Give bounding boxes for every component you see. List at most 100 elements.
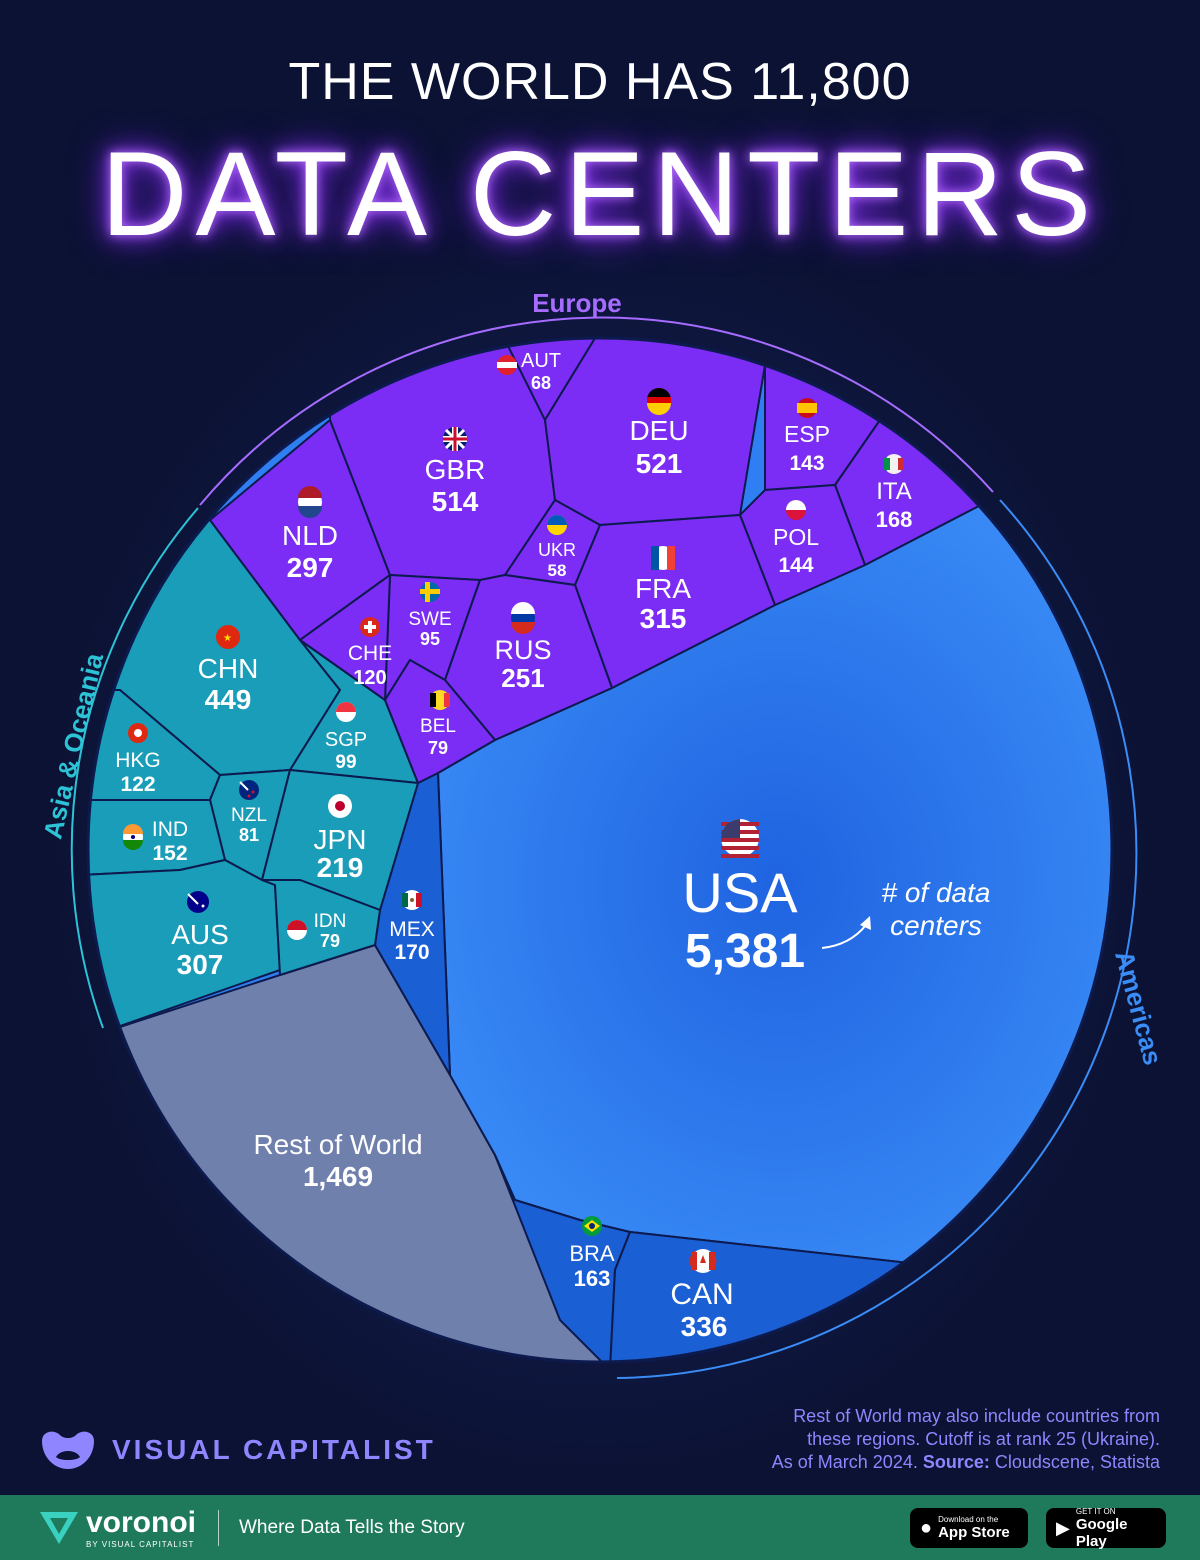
label-gbr-code: GBR (425, 454, 486, 485)
google-play-big: Google Play (1075, 1515, 1128, 1550)
label-usa-value: 5,381 (685, 925, 805, 978)
visual-capitalist-logo-icon (42, 1431, 94, 1469)
americas-arc (616, 499, 1138, 1379)
label-can-value: 336 (681, 1311, 728, 1342)
chart-outline (86, 336, 1114, 1364)
sgp-flag-icon (336, 702, 356, 722)
label-pol-code: POL (773, 524, 819, 550)
label-hkg-value: 122 (120, 773, 155, 796)
cell-fra (574, 514, 776, 689)
tagline: Where Data Tells the Story (239, 1516, 465, 1538)
asia-arc (70, 507, 199, 1029)
title-top: THE WORLD HAS 11,800 (288, 53, 912, 111)
label-rus-value: 251 (501, 663, 544, 693)
label-deu-code: DEU (629, 415, 688, 446)
region-label-europe: Europe (532, 288, 622, 318)
label-chn-value: 449 (205, 684, 252, 715)
label-ita-code: ITA (876, 478, 912, 505)
footnote-line2: these regions. Cutoff is at rank 25 (Ukr… (807, 1429, 1160, 1449)
app-store-button[interactable]: ● Download on the App Store (910, 1508, 1028, 1548)
annotation-line2: centers (890, 910, 982, 941)
label-nld-value: 297 (287, 552, 334, 583)
nzl-flag-icon (239, 780, 259, 800)
footnote-line3: As of March 2024. Source: Cloudscene, St… (690, 1451, 1160, 1474)
label-can-code: CAN (670, 1278, 733, 1311)
label-fra-code: FRA (635, 573, 691, 604)
jpn-flag-icon (328, 794, 352, 818)
bra-flag-icon (582, 1216, 602, 1236)
label-idn-value: 79 (320, 931, 340, 951)
label-esp-code: ESP (784, 421, 830, 447)
label-jpn-value: 219 (317, 852, 364, 883)
idn-flag-icon (287, 920, 307, 940)
voronoi-brand: voronoi BY VISUAL CAPITALIST (38, 1506, 196, 1549)
label-aus-value: 307 (177, 949, 224, 980)
label-fra-value: 315 (640, 603, 687, 634)
label-mex-code: MEX (389, 918, 435, 941)
footnote-source: Cloudscene, Statista (994, 1452, 1160, 1472)
title-main: DATA CENTERS (100, 127, 1100, 261)
label-rest-value: 1,469 (303, 1161, 373, 1192)
label-usa-code: USA (682, 861, 798, 924)
label-bel-value: 79 (428, 738, 448, 758)
aut-flag-icon (497, 355, 517, 375)
visual-capitalist-name: VISUAL CAPITALIST (112, 1434, 436, 1465)
label-bra-value: 163 (574, 1266, 611, 1291)
bel-flag-icon (430, 690, 450, 710)
gbr-flag-icon (443, 427, 467, 451)
label-nzl-code: NZL (231, 805, 267, 826)
region-label-americas: Americas (1109, 947, 1168, 1068)
label-rus-code: RUS (494, 635, 551, 665)
ukr-flag-icon (547, 515, 567, 535)
label-che-value: 120 (353, 667, 386, 689)
swe-flag-icon (420, 582, 440, 602)
europe-arc (199, 316, 994, 506)
label-sgp-code: SGP (325, 729, 367, 751)
ita-flag-icon (884, 454, 904, 474)
label-nzl-value: 81 (239, 825, 259, 845)
nld-flag-icon (298, 486, 322, 518)
footnote-line1: Rest of World may also include countries… (793, 1406, 1160, 1426)
label-hkg-code: HKG (115, 749, 161, 772)
label-aut-value: 68 (531, 373, 551, 393)
cell-idn (261, 879, 381, 976)
label-ind-value: 152 (152, 842, 187, 865)
label-rest-code: Rest of World (253, 1129, 422, 1160)
mex-flag-icon (402, 890, 422, 910)
label-sgp-value: 99 (335, 752, 356, 773)
label-bra-code: BRA (569, 1241, 615, 1266)
cell-bel (384, 659, 496, 784)
label-aut-code: AUT (521, 350, 561, 372)
voronoi-sub: BY VISUAL CAPITALIST (86, 1540, 195, 1549)
footnote: Rest of World may also include countries… (690, 1405, 1160, 1474)
label-mex-value: 170 (394, 941, 429, 964)
google-play-button[interactable]: ▶ GET IT ON Google Play (1046, 1506, 1166, 1550)
svg-text:★: ★ (223, 633, 232, 644)
label-chn-code: CHN (198, 653, 259, 684)
pol-flag-icon (786, 500, 806, 520)
footer-divider (218, 1509, 219, 1546)
app-store-big: App Store (938, 1524, 1010, 1541)
voronoi-name: voronoi (86, 1506, 196, 1539)
fra-flag-icon (651, 546, 675, 570)
annotation-arrowhead (860, 916, 871, 930)
chn-flag-icon: ★ (216, 625, 240, 649)
ind-flag-icon (123, 824, 143, 850)
label-che-code: CHE (348, 642, 392, 665)
label-ind-code: IND (152, 818, 188, 841)
annotation-line1: # of data (882, 877, 991, 908)
google-play-small: GET IT ON (1075, 1506, 1116, 1516)
aus-flag-icon (187, 891, 209, 913)
cell-che (299, 574, 391, 701)
google-play-icon: ▶ (1056, 1517, 1070, 1538)
footnote-date: As of March 2024. (771, 1452, 918, 1472)
can-flag-icon (689, 1249, 717, 1273)
footnote-source-label: Source: (922, 1452, 990, 1472)
annotation-arrow (821, 924, 867, 949)
label-ukr-code: UKR (538, 540, 576, 560)
label-deu-value: 521 (636, 448, 683, 479)
label-aus-code: AUS (171, 919, 229, 950)
label-ukr-value: 58 (548, 561, 567, 580)
voronoi-logo-icon (40, 1511, 78, 1544)
